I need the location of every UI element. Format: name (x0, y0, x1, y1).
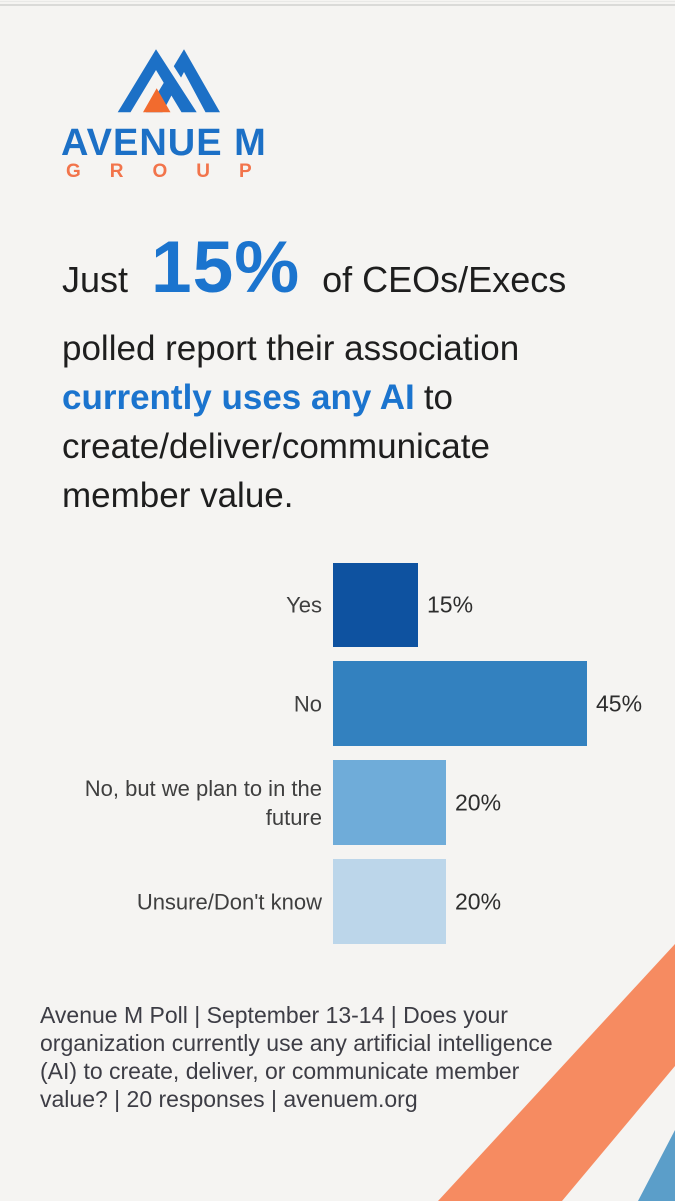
category-label: No, but we plan to in the future (84, 775, 322, 830)
headline-line5: member value. (62, 476, 294, 515)
value-label: 20% (455, 789, 502, 815)
footer-line: (AI) to create, deliver, or communicate … (40, 1058, 520, 1084)
value-label: 45% (596, 690, 643, 716)
chart-row-plan-to: No, but we plan to in the future 20% (0, 760, 675, 845)
footer-line: Avenue M Poll | September 13-14 | Does y… (40, 1002, 508, 1028)
headline-line2: polled report their association (62, 329, 520, 368)
footer-caption: Avenue M Poll | September 13-14 | Does y… (40, 1001, 560, 1113)
footer-line: organization currently use any artificia… (40, 1030, 553, 1056)
category-label: Yes (286, 592, 322, 618)
footer-line: value? | 20 responses | avenuem.org (40, 1086, 418, 1112)
category-label: No (293, 691, 322, 716)
headline-prefix: Just (62, 259, 129, 300)
value-label: 20% (455, 888, 502, 914)
bar-no (333, 661, 587, 746)
headline-line1: Just 15% of CEOs/Execs (62, 226, 652, 308)
headline-line4: create/deliver/communicate (62, 427, 490, 466)
chart-row-yes: Yes 15% (0, 563, 675, 647)
top-hairline (0, 1, 675, 2)
logo-right-peak (146, 49, 220, 113)
bar-yes (333, 563, 418, 647)
brand-group-text: GROUP (66, 161, 281, 182)
decorative-blue-triangle (638, 1130, 675, 1201)
headline-line1-suffix: of CEOs/Execs (322, 259, 567, 300)
stat-15-percent: 15% (151, 227, 301, 308)
headline-highlight: currently uses any AI (62, 378, 415, 417)
brand-wordmark: AVENUE M (61, 122, 267, 164)
logo-left-peak (117, 49, 197, 113)
chart-row-unsure: Unsure/Don't know 20% (0, 859, 675, 944)
category-label: Unsure/Don't know (136, 889, 322, 914)
logo-gap-line (154, 47, 204, 113)
bar-plan-to (333, 760, 446, 845)
bar-unsure (333, 859, 446, 944)
headline-line3-suffix: to (423, 378, 454, 417)
chart-row-no: No 45% (0, 661, 675, 746)
headline-line3: currently uses any AI to (62, 373, 652, 422)
logo-orange-triangle (143, 88, 171, 113)
avenue-m-logo-icon (117, 47, 220, 113)
top-hairline-2 (0, 4, 675, 6)
value-label: 15% (427, 591, 474, 618)
headline: Just 15% of CEOs/Execs polled report the… (62, 226, 652, 520)
